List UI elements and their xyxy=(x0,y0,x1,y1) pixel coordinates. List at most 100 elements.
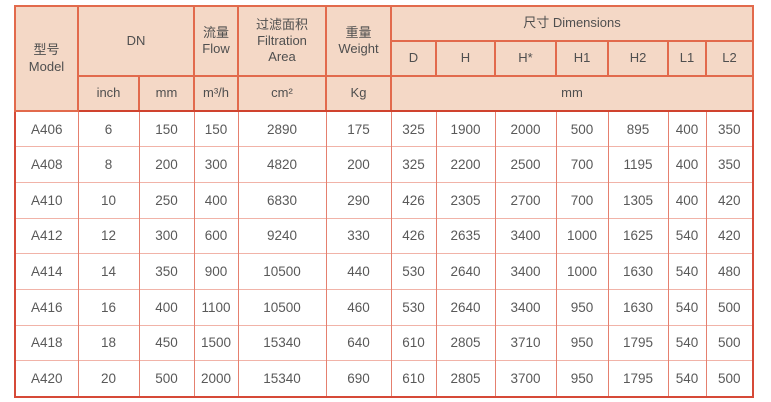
header-filtration: 过滤面积 Filtration Area xyxy=(237,5,327,77)
cell-model: A412 xyxy=(14,217,79,254)
table-row-a408: A408 8 200 300 4820 200 325 2200 2500 70… xyxy=(14,146,754,183)
cell-mm: 300 xyxy=(138,217,195,254)
cell-h2: 1630 xyxy=(607,288,669,326)
cell-model: A418 xyxy=(14,324,79,361)
cell-d: 325 xyxy=(390,111,437,147)
cell-l2: 420 xyxy=(705,217,754,254)
header-dim-h1: H1 xyxy=(555,40,609,77)
header-row-groups: 型号 Model DN 流量 Flow 过滤面积 Filtration Area… xyxy=(14,5,754,112)
cell-model: A410 xyxy=(14,181,79,219)
cell-inch: 12 xyxy=(77,217,140,254)
cell-mm: 150 xyxy=(138,111,195,147)
cell-l2: 480 xyxy=(705,253,754,290)
cell-inch: 8 xyxy=(77,146,140,183)
cell-l2: 350 xyxy=(705,146,754,183)
cell-weight: 175 xyxy=(325,111,392,147)
cell-l1: 540 xyxy=(667,253,707,290)
cell-l1: 540 xyxy=(667,360,707,397)
cell-area: 10500 xyxy=(237,288,327,326)
header-weight-en: Weight xyxy=(338,41,379,56)
cell-inch: 14 xyxy=(77,253,140,290)
unit-dims: mm xyxy=(390,75,754,112)
cell-area: 10500 xyxy=(237,253,327,290)
cell-inch: 18 xyxy=(77,324,140,361)
header-dim-l1: L1 xyxy=(667,40,707,77)
cell-h2: 1795 xyxy=(607,324,669,361)
cell-model: A406 xyxy=(14,111,79,147)
cell-flow: 150 xyxy=(193,111,239,147)
header-weight: 重量 Weight xyxy=(325,5,392,77)
cell-hstar: 3700 xyxy=(494,360,557,397)
header-dim-d: D xyxy=(390,40,437,77)
header-model-en: Model xyxy=(28,58,65,74)
cell-h: 2640 xyxy=(435,253,496,290)
cell-h1: 950 xyxy=(555,324,609,361)
cell-l2: 350 xyxy=(705,111,754,147)
spec-table: 型号 Model DN 流量 Flow 过滤面积 Filtration Area… xyxy=(14,5,754,398)
header-weight-zh: 重量 xyxy=(345,24,372,40)
unit-area: cm² xyxy=(237,75,327,112)
unit-inch: inch xyxy=(77,75,140,112)
cell-l1: 400 xyxy=(667,146,707,183)
cell-area: 6830 xyxy=(237,181,327,219)
table-row-a418: A418 18 450 1500 15340 640 610 2805 3710… xyxy=(14,324,754,361)
header-filtration-zh: 过滤面积 xyxy=(255,16,308,32)
cell-model: A420 xyxy=(14,360,79,397)
cell-hstar: 3400 xyxy=(494,288,557,326)
cell-l2: 420 xyxy=(705,181,754,219)
cell-d: 530 xyxy=(390,288,437,326)
cell-l2: 500 xyxy=(705,360,754,397)
cell-flow: 1500 xyxy=(193,324,239,361)
cell-h: 2805 xyxy=(435,360,496,397)
cell-l1: 400 xyxy=(667,111,707,147)
cell-weight: 440 xyxy=(325,253,392,290)
cell-h2: 1630 xyxy=(607,253,669,290)
cell-h: 2635 xyxy=(435,217,496,254)
cell-weight: 640 xyxy=(325,324,392,361)
cell-h: 2805 xyxy=(435,324,496,361)
table-row-a406: A406 6 150 150 2890 175 325 1900 2000 50… xyxy=(14,111,754,147)
cell-h2: 1795 xyxy=(607,360,669,397)
cell-mm: 500 xyxy=(138,360,195,397)
cell-h: 2640 xyxy=(435,288,496,326)
cell-h1: 950 xyxy=(555,360,609,397)
cell-l2: 500 xyxy=(705,324,754,361)
cell-flow: 400 xyxy=(193,181,239,219)
cell-area: 15340 xyxy=(237,324,327,361)
cell-weight: 460 xyxy=(325,288,392,326)
cell-h: 2200 xyxy=(435,146,496,183)
cell-h1: 700 xyxy=(555,181,609,219)
header-dim-h2: H2 xyxy=(607,40,669,77)
header-filtration-en1: Filtration xyxy=(257,32,307,48)
cell-h1: 950 xyxy=(555,288,609,326)
cell-area: 4820 xyxy=(237,146,327,183)
cell-flow: 1100 xyxy=(193,288,239,326)
header-dn: DN xyxy=(77,5,195,77)
cell-model: A416 xyxy=(14,288,79,326)
cell-hstar: 3710 xyxy=(494,324,557,361)
cell-h1: 700 xyxy=(555,146,609,183)
cell-d: 610 xyxy=(390,324,437,361)
cell-h1: 1000 xyxy=(555,253,609,290)
table-header: 型号 Model DN 流量 Flow 过滤面积 Filtration Area… xyxy=(14,5,754,112)
header-row-units: inch mm m³/h cm² Kg mm xyxy=(15,75,754,112)
cell-h: 2305 xyxy=(435,181,496,219)
cell-h1: 1000 xyxy=(555,217,609,254)
header-flow-zh: 流量 xyxy=(202,24,229,40)
cell-area: 2890 xyxy=(237,111,327,147)
cell-l1: 540 xyxy=(667,217,707,254)
cell-mm: 350 xyxy=(138,253,195,290)
header-filtration-en2: Area xyxy=(268,49,296,65)
header-row-dim-cols: D H H* H1 H2 L1 L2 xyxy=(15,40,754,77)
cell-h2: 1305 xyxy=(607,181,669,219)
header-dim-h: H xyxy=(435,40,496,77)
cell-area: 15340 xyxy=(237,360,327,397)
cell-weight: 290 xyxy=(325,181,392,219)
cell-weight: 690 xyxy=(325,360,392,397)
table-row-a414: A414 14 350 900 10500 440 530 2640 3400 … xyxy=(14,253,754,290)
cell-hstar: 3400 xyxy=(494,253,557,290)
header-dimensions: 尺寸 Dimensions xyxy=(390,5,754,42)
cell-flow: 300 xyxy=(193,146,239,183)
cell-h: 1900 xyxy=(435,111,496,147)
cell-d: 426 xyxy=(390,217,437,254)
